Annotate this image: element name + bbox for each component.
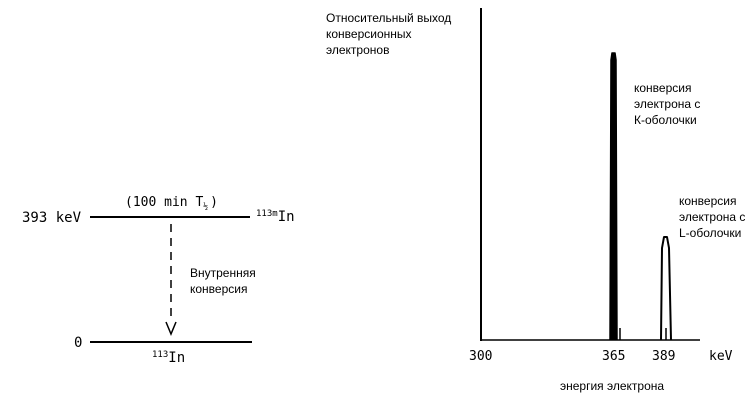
ground-level-energy-label: 0 (74, 335, 82, 351)
x-axis-label: энергия электрона (560, 379, 664, 393)
l-peak-annotation-line3: L-оболочки (679, 226, 741, 240)
k-peak-annotation-line1: конверсия (634, 81, 691, 95)
half-life-label: (100 min T½) (125, 195, 218, 211)
x-axis-unit: keV (709, 349, 733, 364)
x-tick-label-389: 389 (652, 349, 675, 364)
ground-isotope-label: 113In (152, 350, 185, 366)
l-shell-peak (660, 236, 672, 341)
l-peak-annotation-line1: конверсия (679, 194, 736, 208)
y-axis-label-line2: конверсионных (326, 27, 412, 41)
y-axis-label-line1: Относительный выход (326, 11, 451, 25)
transition-label-line1: Внутренняя (190, 266, 256, 280)
k-peak-annotation-line3: К-оболочки (634, 113, 697, 127)
spectrum-chart: Относительный выход конверсионных электр… (326, 8, 745, 393)
upper-isotope-label: 113mIn (256, 209, 295, 225)
transition-arrow-head (165, 321, 177, 336)
transition-label-line2: конверсия (190, 282, 247, 296)
upper-level-energy-label: 393 keV (22, 210, 82, 226)
l-peak-annotation-line2: электрона с (679, 210, 745, 224)
level-diagram: 393 keV 0 (100 min T½) 113mIn 113In Внут… (22, 195, 295, 366)
k-peak-annotation-line2: электрона с (634, 97, 700, 111)
x-tick-label-365: 365 (602, 349, 625, 364)
k-shell-peak (609, 52, 618, 341)
x-tick-label-300: 300 (469, 349, 492, 364)
y-axis-label-line3: электронов (326, 43, 389, 57)
